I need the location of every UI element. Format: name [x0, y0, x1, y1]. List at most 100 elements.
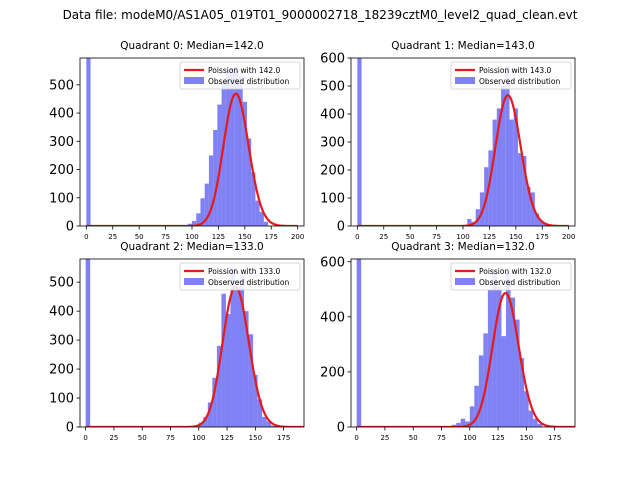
quadrant-1-panel: 0 25 50 75 100 125 150 175 200 0 100 200 300 400 500 60… [320, 40, 576, 241]
histogram-bar [501, 86, 506, 226]
x-tick-label: 50 [135, 233, 144, 241]
x-tick-label: 175 [536, 233, 549, 241]
histogram-bar [203, 416, 208, 427]
x-tick-label: 100 [185, 233, 198, 241]
histogram-bar [460, 418, 466, 427]
histogram-bar [271, 425, 276, 427]
histogram-bar [492, 270, 497, 427]
x-tick-label: 150 [238, 233, 251, 241]
histogram-bar [266, 421, 272, 427]
histogram-bar [539, 220, 544, 226]
x-tick-label: 0 [354, 434, 358, 442]
y-tick-label: 0 [337, 421, 345, 436]
histogram-bar [519, 358, 525, 427]
histogram-bar [526, 186, 531, 226]
x-tick-label: 0 [355, 233, 359, 241]
x-tick-label: 175 [277, 434, 290, 442]
y-tick-label: 300 [49, 135, 74, 150]
legend-observed-swatch [184, 77, 204, 84]
poisson-curve [357, 94, 569, 226]
x-tick-label: 50 [406, 233, 415, 241]
histogram-bar [262, 416, 267, 427]
poisson-curve [85, 285, 304, 427]
histogram-bar [221, 293, 226, 427]
y-tick-label: 200 [320, 365, 345, 380]
histogram-bar [246, 138, 252, 226]
histogram-bar [475, 209, 480, 226]
x-tick-label: 100 [192, 434, 205, 442]
x-tick-label: 25 [379, 233, 388, 241]
histogram-bar [496, 108, 502, 226]
y-tick-label: 500 [320, 80, 345, 95]
histogram-bar [253, 374, 258, 427]
y-tick-label: 400 [49, 305, 74, 320]
histogram-bar [225, 72, 231, 226]
histogram-bar [505, 66, 510, 226]
x-tick-label: 100 [456, 233, 469, 241]
x-tick-label: 125 [212, 233, 225, 241]
y-tick-label: 600 [320, 255, 345, 270]
quadrant-3-legend: Poission with 132.0 Observed distribution [450, 262, 572, 291]
legend-poisson-label: Poission with 132.0 [479, 267, 552, 276]
y-tick-label: 200 [320, 164, 345, 179]
histogram-bar [534, 213, 540, 226]
y-tick-label: 300 [320, 136, 345, 151]
histogram-bar [238, 76, 243, 226]
legend-box [450, 61, 572, 90]
poisson-curve [86, 92, 298, 226]
quadrant-3-title: Quadrant 3: Median=132.0 [391, 241, 534, 253]
quadrant-0-title: Quadrant 0: Median=142.0 [120, 40, 263, 52]
y-tick-label: 0 [66, 421, 74, 436]
legend-box [179, 262, 301, 291]
y-tick-label: 200 [49, 163, 74, 178]
histogram-bar [522, 156, 527, 226]
legend-observed-swatch [455, 278, 475, 285]
legend-observed-swatch [455, 77, 475, 84]
y-tick-label: 0 [337, 220, 345, 235]
histogram-bar [259, 211, 264, 226]
histogram-bar [207, 402, 213, 427]
legend-poisson-label: Poission with 143.0 [479, 66, 552, 75]
quadrant-0-panel: 0 25 50 75 100 125 150 175 200 0 100 200 300 400 500 Qu… [49, 40, 305, 241]
histogram-bar [216, 345, 222, 427]
quadrant-3-panel: 0 25 50 75 100 125 150 175 0 200 400 600 Quadrant 3:… [320, 241, 576, 442]
x-tick-label: 50 [138, 434, 147, 442]
histogram-bar [533, 418, 538, 427]
quadrant-1-title: Quadrant 1: Median=143.0 [391, 40, 534, 52]
x-tick-label: 25 [109, 434, 118, 442]
histogram-bar [225, 314, 231, 427]
quadrant-1-plot-area [357, 58, 569, 226]
y-tick-label: 400 [49, 107, 74, 122]
histogram-bar [465, 421, 470, 427]
x-tick-label: 25 [380, 434, 389, 442]
legend-box [179, 61, 301, 90]
quadrant-2-plot-area [85, 259, 304, 427]
quadrant-2-title: Quadrant 2: Median=133.0 [120, 241, 263, 253]
histogram-bar [251, 172, 256, 226]
y-tick-label: 100 [49, 191, 74, 206]
histogram-bar [505, 272, 511, 427]
histogram-bar [86, 58, 91, 226]
histogram-bar [242, 101, 247, 226]
histogram-bar [244, 311, 249, 427]
histogram-bar [501, 336, 506, 427]
histogram-bar [528, 410, 534, 427]
histogram-bar [517, 153, 523, 226]
y-tick-label: 300 [49, 334, 74, 349]
histogram-bar [469, 406, 475, 427]
histogram-bar [257, 399, 263, 427]
histogram-bar [208, 155, 214, 226]
histogram-bar [255, 200, 260, 226]
histogram-bar [492, 119, 497, 226]
x-tick-label: 150 [249, 434, 262, 442]
legend-observed-label: Observed distribution [208, 77, 289, 86]
histogram-bar [221, 82, 226, 226]
histogram-bar [488, 150, 493, 226]
histogram-bar [234, 66, 239, 226]
poisson-curve [356, 292, 575, 427]
x-tick-label: 75 [161, 233, 170, 241]
histogram-bar [230, 67, 235, 226]
legend-observed-label: Observed distribution [479, 278, 560, 287]
histogram-bar [356, 259, 362, 427]
